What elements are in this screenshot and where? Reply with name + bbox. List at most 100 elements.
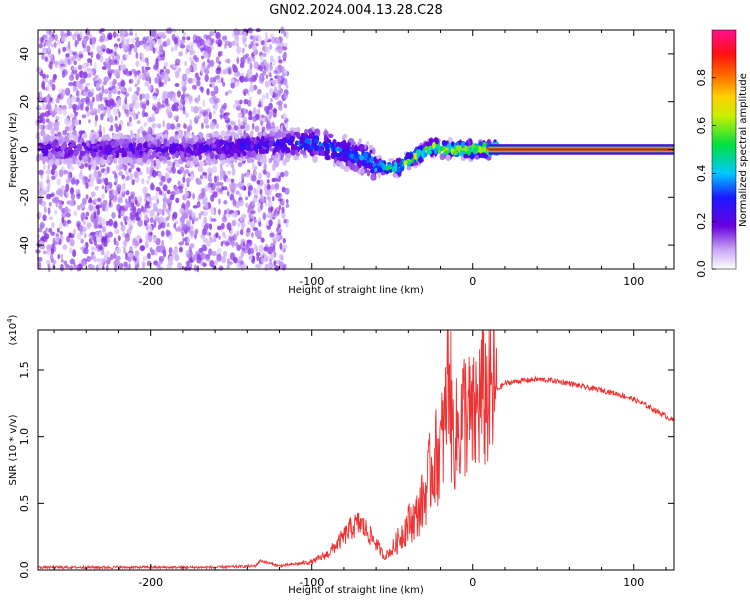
spectrogram-cell: [71, 56, 75, 62]
spectrogram-cell: [158, 255, 165, 262]
spectrogram-cell: [105, 139, 109, 147]
spectrogram-cell: [192, 77, 197, 84]
spectrogram-cell: [264, 37, 269, 42]
spectrogram-cell: [42, 49, 48, 55]
spectrogram-cell: [445, 154, 451, 161]
spectrogram-cell: [123, 204, 129, 210]
spectrogram-cell: [200, 210, 204, 216]
spectrogram-cell: [108, 127, 114, 132]
spectrogram-cell: [113, 107, 118, 116]
spectrogram-cell: [407, 152, 414, 160]
spectrogram-cell: [185, 200, 191, 208]
spectrogram-cell: [268, 64, 273, 72]
spectrogram-cell: [469, 146, 473, 152]
spectrogram-cell: [40, 200, 47, 207]
spectrogram-cell: [129, 43, 135, 49]
spectrogram-cell: [166, 222, 170, 228]
spectrogram-cell: [256, 141, 260, 149]
spectrogram-cell: [186, 260, 190, 267]
spectrogram-cell: [304, 129, 309, 134]
spectrogram-cell: [68, 149, 74, 155]
spectrogram-cell: [93, 170, 99, 178]
spectrogram-cell: [117, 235, 121, 242]
spectrogram-cell: [133, 114, 137, 121]
spectrogram-cell: [192, 192, 196, 200]
spectrogram-cell: [173, 222, 177, 229]
spectrogram-cell: [177, 133, 184, 139]
spectrogram-cell: [108, 190, 112, 195]
spectrogram-cell: [185, 113, 189, 118]
spectrogram-cell: [186, 131, 191, 137]
spectrogram-cell: [356, 146, 360, 151]
spectrogram-cell: [262, 94, 266, 100]
spectrogram-cell: [259, 195, 265, 203]
spectrogram-cell: [234, 133, 240, 140]
spectrogram-cell: [152, 202, 158, 211]
spectrogram-cell: [124, 108, 129, 114]
spectrogram-cell: [174, 220, 179, 225]
spectrogram-cell: [162, 120, 165, 128]
spectrogram-cell: [82, 71, 88, 79]
spectrogram-cell: [247, 57, 250, 62]
spectrogram-cell: [146, 166, 150, 175]
spectrogram-cell: [54, 60, 59, 69]
spectrogram-cell: [258, 244, 264, 253]
spectrogram-cell: [257, 206, 261, 213]
spectrogram-cell: [197, 94, 201, 102]
spectrogram-cell: [144, 58, 148, 63]
spectrogram-cell: [111, 61, 115, 66]
spectrogram-cell: [94, 74, 99, 79]
spectrogram-cell: [93, 254, 97, 263]
spectrogram-cell: [101, 66, 107, 70]
spectrogram-cell: [81, 133, 88, 139]
spectrogram-cell: [74, 39, 78, 48]
spectrogram-cell: [302, 151, 307, 156]
spectrogram-cell: [77, 57, 81, 62]
spectrogram-cell: [76, 133, 80, 138]
spectrogram-cell: [51, 84, 56, 91]
y-tick-label: -20: [18, 188, 31, 206]
spectrogram-cell: [269, 55, 274, 63]
spectrogram-cell: [256, 254, 260, 262]
spectrogram-cell: [49, 105, 53, 114]
spectrogram-cell: [216, 175, 220, 182]
spectrogram-cell: [69, 258, 76, 265]
spectrogram-cell: [480, 152, 487, 158]
spectrogram-cell: [72, 51, 77, 56]
spectrogram-cell: [138, 150, 144, 155]
spectrogram-cell: [131, 37, 136, 44]
spectrogram-cell: [159, 216, 164, 224]
colorbar-tick-label: 0.0: [695, 260, 708, 278]
spectrogram-cell: [432, 141, 436, 149]
spectrogram-cell: [308, 133, 313, 139]
spectrogram-cell: [60, 37, 66, 43]
spectrogram-cell: [54, 209, 58, 215]
snr-y-ticks: 0.00.51.01.5: [18, 361, 674, 579]
spectrogram-cell: [50, 175, 56, 180]
spectrogram-cell: [101, 185, 105, 190]
spectrogram-cell: [160, 104, 166, 109]
spectrogram-cell: [165, 156, 171, 161]
spectrogram-cell: [403, 160, 408, 165]
spectrogram-cell: [269, 73, 272, 78]
spectrogram-cell: [70, 58, 73, 65]
spectrogram-cell: [230, 81, 236, 89]
spectrogram-cell: [186, 148, 192, 154]
spectrogram-cell: [151, 122, 157, 129]
spectrogram-cell: [118, 124, 122, 131]
spectrogram-cell: [60, 30, 64, 39]
spectrogram-cell: [44, 56, 48, 62]
spectrogram-cell: [189, 119, 192, 127]
spectrogram-cell: [157, 171, 162, 177]
spectrogram-cell: [233, 28, 239, 36]
colorbar-tick-label: 0.2: [695, 212, 708, 230]
spectrogram-cell: [194, 228, 199, 235]
spectrogram-cell: [332, 146, 337, 152]
spectrogram-cell: [136, 120, 141, 124]
spectrogram-cell: [181, 232, 185, 237]
spectrogram-cell: [343, 133, 348, 139]
spectrogram-x-ticks: -200 -100 0 100: [53, 30, 667, 288]
spectrogram-cell: [179, 247, 183, 253]
spectrogram-cell: [144, 134, 148, 142]
